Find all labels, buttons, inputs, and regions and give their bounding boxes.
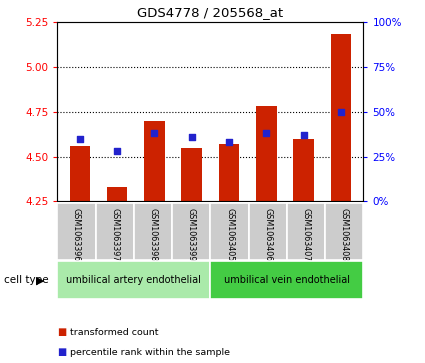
Point	[300, 132, 307, 138]
Point	[188, 134, 195, 140]
Bar	[144, 121, 164, 201]
Bar	[256, 106, 277, 201]
Point	[76, 136, 83, 142]
Bar	[293, 139, 314, 201]
Text: GSM1063408: GSM1063408	[340, 208, 349, 261]
Text: GSM1063397: GSM1063397	[110, 208, 119, 261]
Text: GSM1063407: GSM1063407	[301, 208, 311, 261]
Bar	[107, 187, 128, 201]
Text: ■: ■	[57, 327, 67, 337]
Text: ▶: ▶	[36, 276, 45, 285]
Text: GSM1063396: GSM1063396	[72, 208, 81, 261]
Text: ■: ■	[57, 347, 67, 357]
Text: GSM1063399: GSM1063399	[187, 208, 196, 261]
Text: transformed count: transformed count	[70, 328, 159, 337]
Point	[263, 130, 270, 136]
Text: GSM1063406: GSM1063406	[263, 208, 272, 261]
Text: GSM1063398: GSM1063398	[148, 208, 158, 261]
Title: GDS4778 / 205568_at: GDS4778 / 205568_at	[137, 6, 283, 19]
Text: umbilical vein endothelial: umbilical vein endothelial	[224, 276, 350, 285]
Point	[151, 130, 158, 136]
Text: GSM1063405: GSM1063405	[225, 208, 234, 261]
Bar	[181, 148, 202, 201]
Bar	[219, 144, 239, 201]
Point	[113, 148, 120, 154]
Text: percentile rank within the sample: percentile rank within the sample	[70, 348, 230, 356]
Text: cell type: cell type	[4, 276, 49, 285]
Text: umbilical artery endothelial: umbilical artery endothelial	[66, 276, 201, 285]
Point	[337, 109, 344, 115]
Bar	[331, 34, 351, 201]
Bar	[70, 146, 90, 201]
Point	[226, 139, 232, 145]
